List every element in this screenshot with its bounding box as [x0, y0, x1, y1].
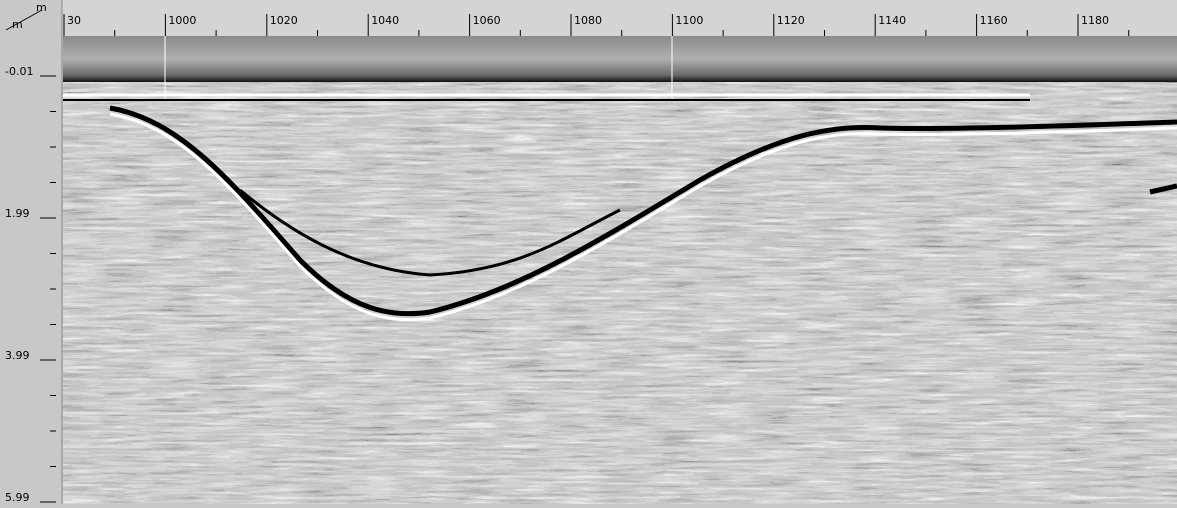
x-tick-label: 1080: [574, 14, 602, 27]
x-tick-label: 1160: [980, 14, 1008, 27]
x-tick-label: 1040: [371, 14, 399, 27]
x-tick-label: 1100: [675, 14, 703, 27]
app-window: {"corner": {"x_unit": "m", "y_unit": "m"…: [0, 0, 1177, 504]
x-tick-label: 1140: [878, 14, 906, 27]
y-tick-label: 5.99: [5, 491, 30, 504]
corner-y-unit: m: [36, 1, 47, 14]
x-tick-label: 1020: [270, 14, 298, 27]
x-tick-label: 1180: [1081, 14, 1109, 27]
radargram-image: [63, 36, 1177, 504]
y-tick-label: 1.99: [5, 207, 30, 220]
x-tick-label: 1060: [473, 14, 501, 27]
direct-wave-band: [63, 36, 1177, 82]
y-tick-label: -0.01: [5, 65, 33, 78]
x-tick-label: 30: [67, 14, 81, 27]
x-tick-label: 1000: [168, 14, 196, 27]
x-tick-label: 1120: [777, 14, 805, 27]
radargram-view: m m 30 1000 1020 1040 1060 1080 1100 1120 1140 11…: [0, 0, 1177, 504]
corner-x-unit: m: [12, 18, 23, 31]
y-tick-label: 3.99: [5, 349, 30, 362]
